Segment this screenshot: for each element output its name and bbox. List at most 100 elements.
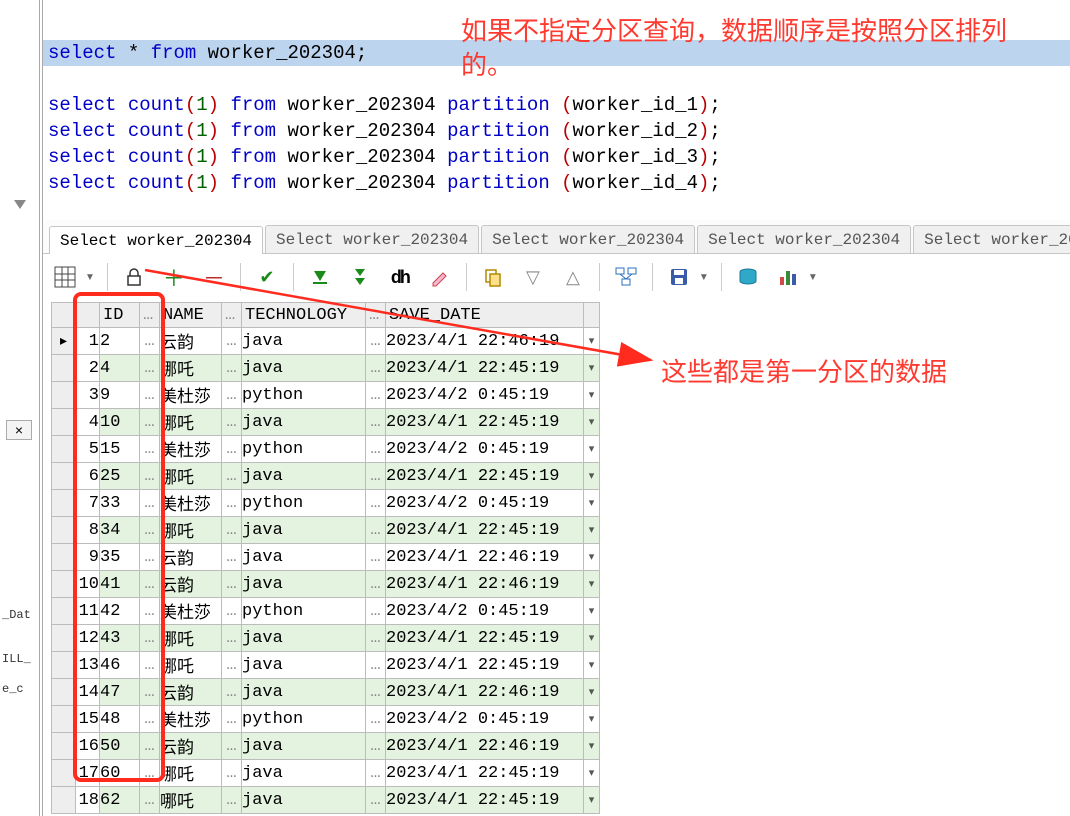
cell-name[interactable]: 美杜莎 [160, 598, 222, 625]
cell-id[interactable]: 15 [100, 436, 140, 463]
cell-id[interactable]: 35 [100, 544, 140, 571]
cell-save-date[interactable]: 2023/4/2 0:45:19 [386, 598, 584, 625]
cell-technology[interactable]: java [242, 679, 366, 706]
find-icon[interactable]: dh [386, 263, 414, 291]
dropdown-icon[interactable]: ▼ [85, 272, 95, 283]
header-id[interactable]: ID [100, 303, 140, 328]
table-row[interactable]: 733…美杜莎…python…2023/4/2 0:45:19▾ [52, 490, 600, 517]
cell-name[interactable]: 哪吒 [160, 652, 222, 679]
cell-name-menu[interactable]: … [222, 760, 242, 787]
table-row[interactable]: 1760…哪吒…java…2023/4/1 22:45:19▾ [52, 760, 600, 787]
close-panel-icon[interactable]: × [6, 420, 32, 440]
cell-id[interactable]: 42 [100, 598, 140, 625]
cell-date-dropdown[interactable]: ▾ [584, 409, 600, 436]
cell-tech-menu[interactable]: … [366, 679, 386, 706]
cell-tech-menu[interactable]: … [366, 652, 386, 679]
cell-save-date[interactable]: 2023/4/1 22:46:19 [386, 733, 584, 760]
cell-name[interactable]: 云韵 [160, 733, 222, 760]
cell-technology[interactable]: java [242, 544, 366, 571]
cell-id[interactable]: 25 [100, 463, 140, 490]
cell-tech-menu[interactable]: … [366, 517, 386, 544]
cell-tech-menu[interactable]: … [366, 409, 386, 436]
cell-id[interactable]: 9 [100, 382, 140, 409]
chart-icon[interactable] [774, 263, 802, 291]
cell-date-dropdown[interactable]: ▾ [584, 490, 600, 517]
cell-name[interactable]: 哪吒 [160, 787, 222, 814]
table-row[interactable]: 935…云韵…java…2023/4/1 22:46:19▾ [52, 544, 600, 571]
cell-save-date[interactable]: 2023/4/1 22:45:19 [386, 409, 584, 436]
cell-name[interactable]: 美杜莎 [160, 436, 222, 463]
cell-id[interactable]: 50 [100, 733, 140, 760]
sql-editor[interactable]: select * from worker_202304; select coun… [43, 0, 1070, 220]
cell-date-dropdown[interactable]: ▾ [584, 598, 600, 625]
cell-date-dropdown[interactable]: ▾ [584, 733, 600, 760]
cell-name-menu[interactable]: … [222, 544, 242, 571]
cell-tech-menu[interactable]: … [366, 625, 386, 652]
cell-technology[interactable]: java [242, 760, 366, 787]
cell-name[interactable]: 美杜莎 [160, 490, 222, 517]
cell-tech-menu[interactable]: … [366, 436, 386, 463]
cell-date-dropdown[interactable]: ▾ [584, 787, 600, 814]
dropdown-icon[interactable]: ▼ [699, 272, 709, 283]
cell-id-menu[interactable]: … [140, 328, 160, 355]
cell-save-date[interactable]: 2023/4/1 22:45:19 [386, 652, 584, 679]
cell-id[interactable]: 10 [100, 409, 140, 436]
cell-date-dropdown[interactable]: ▾ [584, 760, 600, 787]
cell-name[interactable]: 云韵 [160, 679, 222, 706]
cell-name[interactable]: 哪吒 [160, 625, 222, 652]
cell-date-dropdown[interactable]: ▾ [584, 463, 600, 490]
cell-date-dropdown[interactable]: ▾ [584, 544, 600, 571]
table-row[interactable]: 1041…云韵…java…2023/4/1 22:46:19▾ [52, 571, 600, 598]
cell-tech-menu[interactable]: … [366, 463, 386, 490]
cell-name-menu[interactable]: … [222, 382, 242, 409]
cell-name-menu[interactable]: … [222, 652, 242, 679]
cell-technology[interactable]: java [242, 625, 366, 652]
result-tab-4[interactable]: Select worker_202304 [913, 225, 1070, 253]
cell-date-dropdown[interactable]: ▾ [584, 517, 600, 544]
cell-technology[interactable]: python [242, 382, 366, 409]
cell-technology[interactable]: python [242, 490, 366, 517]
table-row[interactable]: 834…哪吒…java…2023/4/1 22:45:19▾ [52, 517, 600, 544]
cell-date-dropdown[interactable]: ▾ [584, 436, 600, 463]
sql-count-line-2[interactable]: select count(1) from worker_202304 parti… [43, 144, 1070, 170]
cell-id-menu[interactable]: … [140, 625, 160, 652]
cell-name-menu[interactable]: … [222, 490, 242, 517]
cell-id-menu[interactable]: … [140, 382, 160, 409]
cell-save-date[interactable]: 2023/4/1 22:46:19 [386, 571, 584, 598]
cell-id[interactable]: 4 [100, 355, 140, 382]
cell-date-dropdown[interactable]: ▾ [584, 355, 600, 382]
cell-save-date[interactable]: 2023/4/2 0:45:19 [386, 382, 584, 409]
cell-name-menu[interactable]: … [222, 355, 242, 382]
table-row[interactable]: 625…哪吒…java…2023/4/1 22:45:19▾ [52, 463, 600, 490]
table-row[interactable]: 1650…云韵…java…2023/4/1 22:46:19▾ [52, 733, 600, 760]
cell-id-menu[interactable]: … [140, 598, 160, 625]
header-name-menu[interactable]: … [222, 303, 242, 328]
cell-name[interactable]: 美杜莎 [160, 706, 222, 733]
cell-technology[interactable]: python [242, 706, 366, 733]
cell-id[interactable]: 41 [100, 571, 140, 598]
cell-name-menu[interactable]: … [222, 463, 242, 490]
cell-tech-menu[interactable]: … [366, 706, 386, 733]
sql-count-line-3[interactable]: select count(1) from worker_202304 parti… [43, 170, 1070, 196]
cell-name[interactable]: 美杜莎 [160, 382, 222, 409]
cell-date-dropdown[interactable]: ▾ [584, 382, 600, 409]
header-tech-menu[interactable]: … [366, 303, 386, 328]
lock-icon[interactable] [120, 263, 148, 291]
sort-desc-icon[interactable]: △ [559, 263, 587, 291]
sort-asc-icon[interactable]: ▽ [519, 263, 547, 291]
table-row[interactable]: 24…哪吒…java…2023/4/1 22:45:19▾ [52, 355, 600, 382]
fetch-all-icon[interactable] [346, 263, 374, 291]
cell-save-date[interactable]: 2023/4/1 22:45:19 [386, 787, 584, 814]
cell-id-menu[interactable]: … [140, 706, 160, 733]
save-icon[interactable] [665, 263, 693, 291]
cell-id[interactable]: 60 [100, 760, 140, 787]
delete-row-icon[interactable]: － [200, 263, 228, 291]
cell-name[interactable]: 哪吒 [160, 517, 222, 544]
cell-save-date[interactable]: 2023/4/1 22:45:19 [386, 760, 584, 787]
cell-save-date[interactable]: 2023/4/1 22:46:19 [386, 328, 584, 355]
sql-count-line-0[interactable]: select count(1) from worker_202304 parti… [43, 92, 1070, 118]
cell-name-menu[interactable]: … [222, 517, 242, 544]
query-builder-icon[interactable] [612, 263, 640, 291]
cell-tech-menu[interactable]: … [366, 571, 386, 598]
cell-technology[interactable]: java [242, 409, 366, 436]
